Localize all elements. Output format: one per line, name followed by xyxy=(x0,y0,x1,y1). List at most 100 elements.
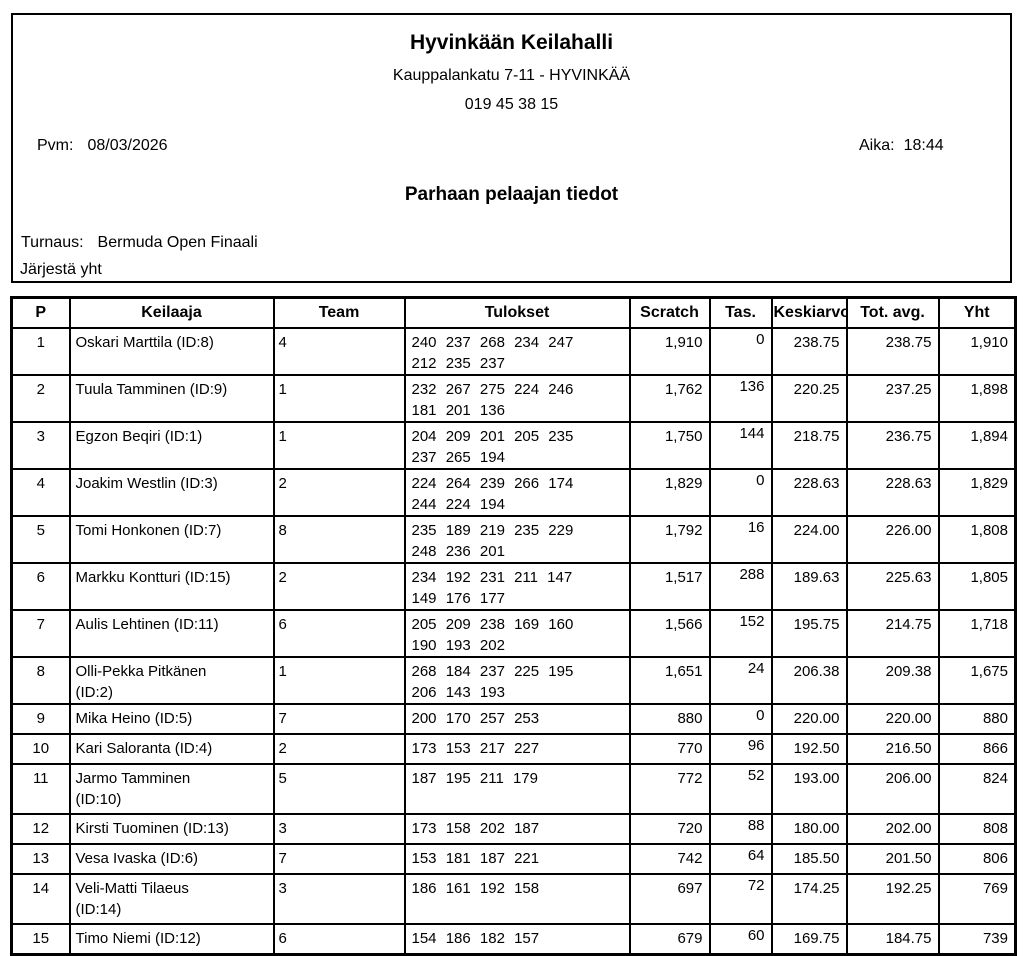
time-value: 18:44 xyxy=(903,137,944,154)
col-header-handicap: Tas. xyxy=(708,296,773,329)
cell-scores: 173 158 202 187 xyxy=(403,813,631,845)
table-row: 13 Vesa Ivaska (ID:6) 7 153 181 187 221 … xyxy=(10,843,1017,875)
venue-title: Hyvinkään Keilahalli xyxy=(409,31,614,54)
cell-total: 880 xyxy=(937,703,1017,735)
cell-position: 3 xyxy=(10,421,71,470)
cell-scores: 187 195 211 179 xyxy=(403,763,631,815)
cell-team: 2 xyxy=(272,733,406,765)
cell-scratch: 1,792 xyxy=(628,515,711,564)
cell-average: 206.38 xyxy=(770,656,848,705)
col-header-scores: Tulokset xyxy=(403,296,631,329)
cell-player: Kirsti Tuominen (ID:13) xyxy=(68,813,275,845)
table-row: 8 Olli-Pekka Pitkänen (ID:2) 1 268 184 2… xyxy=(10,656,1017,705)
cell-player: Jarmo Tamminen (ID:10) xyxy=(68,763,275,815)
cell-team: 1 xyxy=(272,656,406,705)
cell-player: Joakim Westlin (ID:3) xyxy=(68,468,275,517)
cell-total-average: 237.25 xyxy=(845,374,940,423)
cell-team: 7 xyxy=(272,703,406,735)
cell-total-average: 192.25 xyxy=(845,873,940,925)
cell-average: 189.63 xyxy=(770,562,848,611)
cell-handicap: 0 xyxy=(708,327,773,376)
cell-scores: 186 161 192 158 xyxy=(403,873,631,925)
cell-average: 220.25 xyxy=(770,374,848,423)
cell-scratch: 770 xyxy=(628,733,711,765)
col-header-player: Keilaaja xyxy=(68,296,275,329)
cell-scores: 204 209 201 205 235 237 265 194 xyxy=(403,421,631,470)
cell-handicap: 96 xyxy=(708,733,773,765)
cell-team: 1 xyxy=(272,421,406,470)
date-label: Pvm: xyxy=(37,137,74,154)
cell-team: 3 xyxy=(272,873,406,925)
cell-average: 192.50 xyxy=(770,733,848,765)
cell-player: Kari Saloranta (ID:4) xyxy=(68,733,275,765)
cell-position: 6 xyxy=(10,562,71,611)
cell-player: Timo Niemi (ID:12) xyxy=(68,923,275,955)
cell-scratch: 1,517 xyxy=(628,562,711,611)
cell-player: Aulis Lehtinen (ID:11) xyxy=(68,609,275,658)
cell-team: 4 xyxy=(272,327,406,376)
date-line: Pvm: 08/03/2026 xyxy=(37,137,168,155)
cell-total: 1,675 xyxy=(937,656,1017,705)
cell-total: 806 xyxy=(937,843,1017,875)
cell-scratch: 679 xyxy=(628,923,711,955)
cell-handicap: 152 xyxy=(708,609,773,658)
cell-team: 6 xyxy=(272,609,406,658)
cell-team: 3 xyxy=(272,813,406,845)
cell-handicap: 136 xyxy=(708,374,773,423)
cell-scratch: 1,762 xyxy=(628,374,711,423)
cell-scores: 240 237 268 234 247 212 235 237 xyxy=(403,327,631,376)
time-label: Aika: xyxy=(859,137,895,154)
cell-scores: 173 153 217 227 xyxy=(403,733,631,765)
cell-total-average: 201.50 xyxy=(845,843,940,875)
cell-position: 8 xyxy=(10,656,71,705)
col-header-total-avg: Tot. avg. xyxy=(845,296,940,329)
cell-handicap: 0 xyxy=(708,703,773,735)
cell-team: 5 xyxy=(272,763,406,815)
cell-average: 224.00 xyxy=(770,515,848,564)
cell-scratch: 880 xyxy=(628,703,711,735)
cell-position: 12 xyxy=(10,813,71,845)
cell-position: 13 xyxy=(10,843,71,875)
tournament-label: Turnaus: xyxy=(21,234,84,251)
table-row: 5 Tomi Honkonen (ID:7) 8 235 189 219 235… xyxy=(10,515,1017,564)
cell-position: 14 xyxy=(10,873,71,925)
cell-team: 2 xyxy=(272,562,406,611)
cell-position: 4 xyxy=(10,468,71,517)
cell-player: Veli-Matti Tilaeus (ID:14) xyxy=(68,873,275,925)
cell-team: 6 xyxy=(272,923,406,955)
report-title: Parhaan pelaajan tiedot xyxy=(404,184,619,205)
cell-total-average: 238.75 xyxy=(845,327,940,376)
cell-team: 2 xyxy=(272,468,406,517)
cell-position: 9 xyxy=(10,703,71,735)
cell-handicap: 64 xyxy=(708,843,773,875)
cell-handicap: 288 xyxy=(708,562,773,611)
venue-phone: 019 45 38 15 xyxy=(464,96,559,113)
cell-total-average: 202.00 xyxy=(845,813,940,845)
table-row: 3 Egzon Beqiri (ID:1) 1 204 209 201 205 … xyxy=(10,421,1017,470)
cell-scratch: 1,750 xyxy=(628,421,711,470)
cell-team: 8 xyxy=(272,515,406,564)
cell-average: 193.00 xyxy=(770,763,848,815)
cell-total-average: 184.75 xyxy=(845,923,940,955)
table-row: 15 Timo Niemi (ID:12) 6 154 186 182 157 … xyxy=(10,923,1017,955)
col-header-team: Team xyxy=(272,296,406,329)
cell-total: 1,718 xyxy=(937,609,1017,658)
venue-address: Kauppalankatu 7-11 - HYVINKÄÄ xyxy=(392,67,631,84)
cell-average: 185.50 xyxy=(770,843,848,875)
report-header-box: Hyvinkään Keilahalli Kauppalankatu 7-11 … xyxy=(11,13,1012,283)
sort-note: Järjestä yht xyxy=(20,261,102,278)
cell-total: 769 xyxy=(937,873,1017,925)
cell-average: 238.75 xyxy=(770,327,848,376)
table-row: 2 Tuula Tamminen (ID:9) 1 232 267 275 22… xyxy=(10,374,1017,423)
cell-total-average: 220.00 xyxy=(845,703,940,735)
cell-player: Vesa Ivaska (ID:6) xyxy=(68,843,275,875)
cell-handicap: 16 xyxy=(708,515,773,564)
cell-scratch: 742 xyxy=(628,843,711,875)
time-line: Aika: 18:44 xyxy=(859,137,944,155)
cell-player: Olli-Pekka Pitkänen (ID:2) xyxy=(68,656,275,705)
cell-average: 169.75 xyxy=(770,923,848,955)
col-header-average: Keskiarvo xyxy=(770,296,848,329)
cell-position: 7 xyxy=(10,609,71,658)
cell-scores: 205 209 238 169 160 190 193 202 xyxy=(403,609,631,658)
cell-scores: 200 170 257 253 xyxy=(403,703,631,735)
